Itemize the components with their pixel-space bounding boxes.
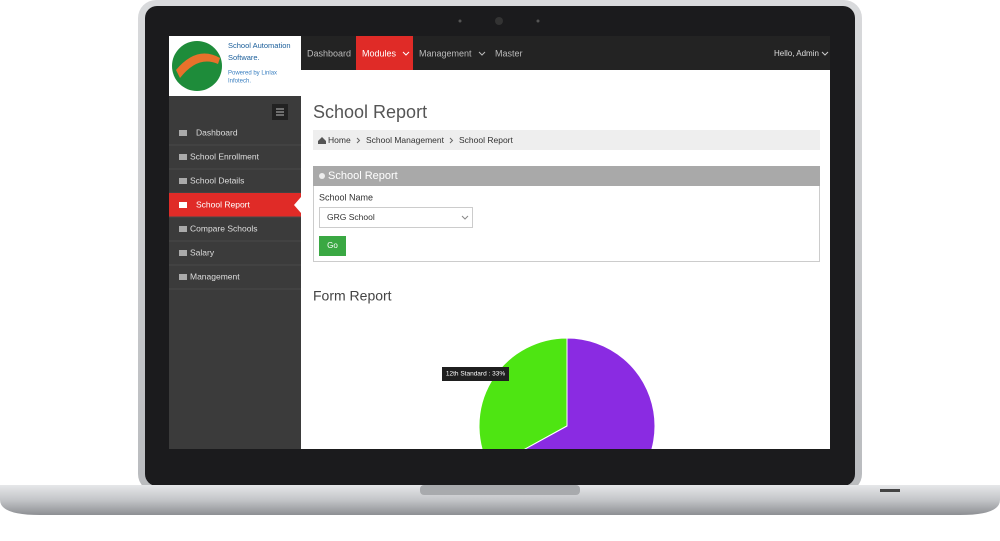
panel-header <box>313 166 820 186</box>
active-notch <box>294 197 301 213</box>
sidebar-item[interactable]: School Report <box>196 199 251 209</box>
tooltip-text: 12th Standard : 33% <box>446 371 505 378</box>
panel-icon <box>319 173 325 179</box>
sidebar-icon <box>179 178 187 184</box>
logo-text: Software. <box>228 53 260 62</box>
breadcrumb-item[interactable]: Home <box>328 135 351 145</box>
logo-text: School Automation <box>228 41 291 50</box>
sensor <box>458 19 462 23</box>
go-button[interactable] <box>319 236 346 256</box>
tooltip <box>442 367 509 381</box>
sidebar-item[interactable]: Dashboard <box>196 127 238 137</box>
sidebar-icon <box>179 202 187 208</box>
button-label: Go <box>327 241 338 250</box>
sidebar-item[interactable]: Compare Schools <box>190 223 258 233</box>
base <box>0 485 1000 515</box>
home-icon <box>318 137 326 144</box>
logo <box>172 41 222 91</box>
powered-by: Infotech. <box>228 79 251 85</box>
pie-slice <box>524 337 656 449</box>
pie-slice <box>478 337 568 449</box>
nav-item[interactable]: Modules <box>362 48 397 58</box>
nav-item[interactable]: Dashboard <box>307 48 351 58</box>
sidebar-active-bg <box>169 193 301 217</box>
breadcrumb-sep <box>356 137 361 144</box>
sidebar-icon <box>179 250 187 256</box>
user-menu[interactable]: Hello, Admin <box>774 49 819 58</box>
sidebar-item[interactable]: Salary <box>190 247 215 257</box>
caret <box>821 51 829 56</box>
select-value: GRG School <box>327 212 375 222</box>
nav-item[interactable]: Management <box>419 48 472 58</box>
field-label: School Name <box>319 192 373 202</box>
school-select[interactable] <box>319 207 473 228</box>
sidebar-item[interactable]: School Enrollment <box>190 151 260 161</box>
breadcrumb-sep <box>449 137 454 144</box>
camera <box>495 17 503 25</box>
sidebar-item[interactable]: School Details <box>190 175 244 185</box>
panel-title: School Report <box>328 170 398 182</box>
report-title: Form Report <box>313 288 392 304</box>
nav-item[interactable]: Master <box>495 48 523 58</box>
sidebar-icon <box>179 130 187 136</box>
hinge-notch <box>420 485 580 495</box>
sidebar-icon <box>179 274 187 280</box>
sidebar-icon <box>179 154 187 160</box>
caret <box>478 51 486 56</box>
breadcrumb-item: School Report <box>459 135 514 145</box>
caret <box>402 51 410 56</box>
logo-swoosh <box>176 53 220 78</box>
sidebar-item[interactable]: Management <box>190 271 240 281</box>
sensor <box>536 19 540 23</box>
sidebar-icon <box>179 226 187 232</box>
page-title: School Report <box>313 102 427 122</box>
powered-by: Powered by Linlax <box>228 71 277 77</box>
app-screen: School Automation Software. Powered by L… <box>169 36 830 449</box>
select-caret <box>461 215 469 220</box>
menu-icon <box>276 108 284 116</box>
sidebar <box>169 96 301 449</box>
breadcrumb-item[interactable]: School Management <box>366 135 445 145</box>
pie-chart <box>478 337 656 449</box>
port <box>880 489 900 492</box>
breadcrumb <box>313 130 820 150</box>
